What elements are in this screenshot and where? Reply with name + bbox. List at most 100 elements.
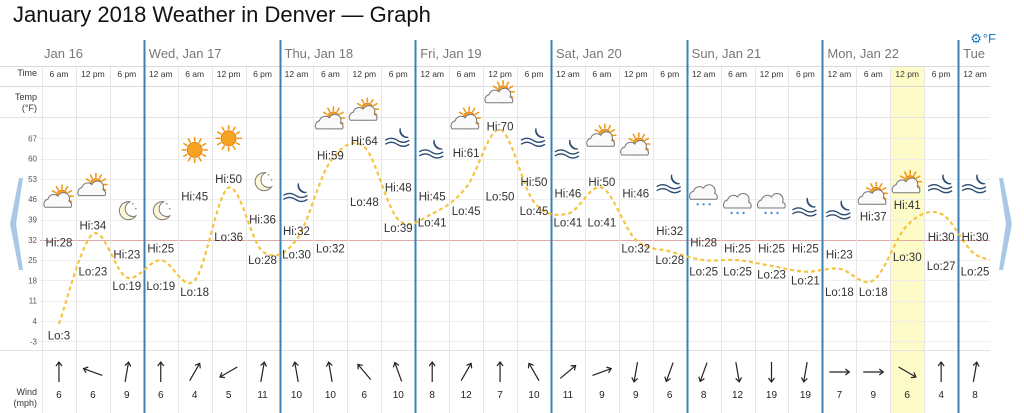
high-temp-label: Hi:30 — [928, 232, 955, 244]
low-temp-label: Lo:18 — [825, 287, 854, 299]
haze-icon — [384, 128, 410, 147]
page-title: January 2018 Weather in Denver — Graph — [13, 2, 431, 27]
wind-arrow-icon — [357, 363, 372, 381]
high-temp-label: Hi:28 — [46, 238, 73, 250]
time-slot-label: 12 pm — [488, 69, 512, 79]
day-header: Jan 16 — [44, 46, 83, 61]
partly-sunny-icon — [450, 106, 481, 130]
snow-cloud-icon — [723, 192, 752, 215]
low-temp-label: Lo:41 — [587, 217, 616, 229]
wind-speed-label: 10 — [393, 390, 405, 401]
wind-arrow-icon — [631, 362, 639, 383]
low-temp-label: Lo:18 — [859, 287, 888, 299]
moon-icon — [118, 201, 138, 221]
moon-icon — [254, 172, 273, 192]
time-slot-label: 12 pm — [353, 69, 377, 79]
wind-speed-label: 4 — [938, 390, 944, 401]
partly-sunny-icon — [77, 172, 108, 197]
low-temp-label: Lo:32 — [621, 244, 650, 256]
wind-arrow-icon — [937, 361, 945, 382]
wind-arrow-icon — [260, 361, 268, 382]
high-temp-label: Hi:45 — [181, 191, 208, 203]
time-slot-label: 6 pm — [660, 69, 679, 79]
low-temp-label: Lo:25 — [689, 267, 718, 279]
partly-sunny-icon — [857, 181, 889, 206]
low-temp-label: Lo:32 — [316, 244, 345, 256]
time-slot-label: 12 am — [420, 69, 444, 79]
high-temp-label: Hi:25 — [147, 244, 174, 256]
wind-arrow-icon — [829, 368, 851, 376]
wind-speed-label: 4 — [192, 390, 198, 401]
y-tick-label: 39 — [28, 216, 37, 225]
wind-arrow-icon — [559, 364, 577, 379]
previous-arrow-button[interactable] — [10, 178, 23, 270]
high-temp-label: Hi:25 — [758, 244, 785, 256]
partly-sunny-icon — [586, 123, 617, 148]
high-temp-label: Hi:25 — [724, 244, 751, 256]
y-tick-label: 67 — [28, 134, 37, 143]
high-temp-label: Hi:23 — [113, 249, 140, 261]
wind-arrow-icon — [291, 361, 299, 382]
wind-arrow-icon — [392, 361, 403, 382]
time-slot-label: 12 am — [692, 69, 716, 79]
snow-cloud-icon — [756, 192, 786, 215]
low-temp-label: Lo:45 — [452, 206, 481, 218]
wind-speed-label: 11 — [563, 390, 574, 401]
low-temp-label: Lo:41 — [418, 217, 447, 229]
day-header: Tue — [963, 46, 985, 61]
wind-speed-label: 8 — [429, 390, 435, 401]
time-slot-label: 12 pm — [760, 69, 784, 79]
time-slot-label: 6 pm — [796, 69, 815, 79]
low-temp-label: Lo:19 — [112, 281, 141, 293]
time-slot-label: 6 pm — [253, 69, 272, 79]
wind-speed-label: 10 — [325, 390, 337, 401]
y-tick-label: -3 — [30, 337, 38, 346]
low-temp-label: Lo:39 — [384, 223, 413, 235]
low-temp-label: Lo:36 — [214, 232, 243, 244]
sun-icon — [215, 125, 242, 152]
temperature-curve — [57, 128, 1010, 325]
high-temp-label: Hi:45 — [419, 191, 446, 203]
sun-icon — [181, 136, 208, 164]
low-temp-label: Lo:45 — [520, 206, 549, 218]
low-temp-label: Lo:30 — [893, 252, 922, 264]
gear-icon[interactable]: ⚙ — [970, 31, 982, 46]
wind-unit-label: (mph) — [13, 398, 37, 408]
high-temp-label: Hi:32 — [656, 226, 683, 238]
haze-icon — [520, 128, 546, 147]
day-header: Mon, Jan 22 — [827, 46, 899, 61]
wind-arrow-icon — [735, 362, 743, 383]
wind-arrow-icon — [592, 366, 613, 376]
wind-row-label: Wind — [16, 387, 37, 397]
highlighted-time-column — [890, 66, 925, 413]
wind-arrow-icon — [428, 361, 436, 382]
high-temp-label: Hi:50 — [588, 177, 615, 189]
time-slot-label: 6 pm — [525, 69, 544, 79]
low-temp-label: Lo:18 — [180, 287, 209, 299]
day-header: Wed, Jan 17 — [149, 46, 222, 61]
partly-sunny-icon — [484, 80, 515, 104]
moon-icon — [152, 201, 172, 221]
wind-speed-label: 8 — [972, 390, 978, 401]
low-temp-label: Lo:3 — [48, 331, 70, 343]
partly-sunny-icon — [314, 106, 346, 130]
day-header: Fri, Jan 19 — [420, 46, 481, 61]
wind-arrow-icon — [527, 362, 540, 381]
wind-arrow-icon — [698, 362, 708, 383]
wind-arrow-icon — [898, 366, 917, 379]
high-temp-label: Hi:70 — [487, 122, 514, 134]
time-slot-label: 6 pm — [389, 69, 408, 79]
high-temp-label: Hi:41 — [894, 200, 921, 212]
wind-speed-label: 12 — [732, 390, 744, 401]
time-slot-label: 12 am — [556, 69, 580, 79]
y-tick-label: 11 — [29, 297, 38, 306]
wind-speed-label: 7 — [497, 390, 503, 401]
time-slot-label: 12 pm — [895, 69, 919, 79]
low-temp-label: Lo:25 — [961, 267, 990, 279]
temp-unit-label: (°F) — [22, 103, 37, 113]
high-temp-label: Hi:34 — [79, 220, 106, 232]
wind-arrow-icon — [863, 368, 885, 376]
next-arrow-button[interactable] — [999, 178, 1012, 270]
wind-arrow-icon — [664, 362, 674, 383]
